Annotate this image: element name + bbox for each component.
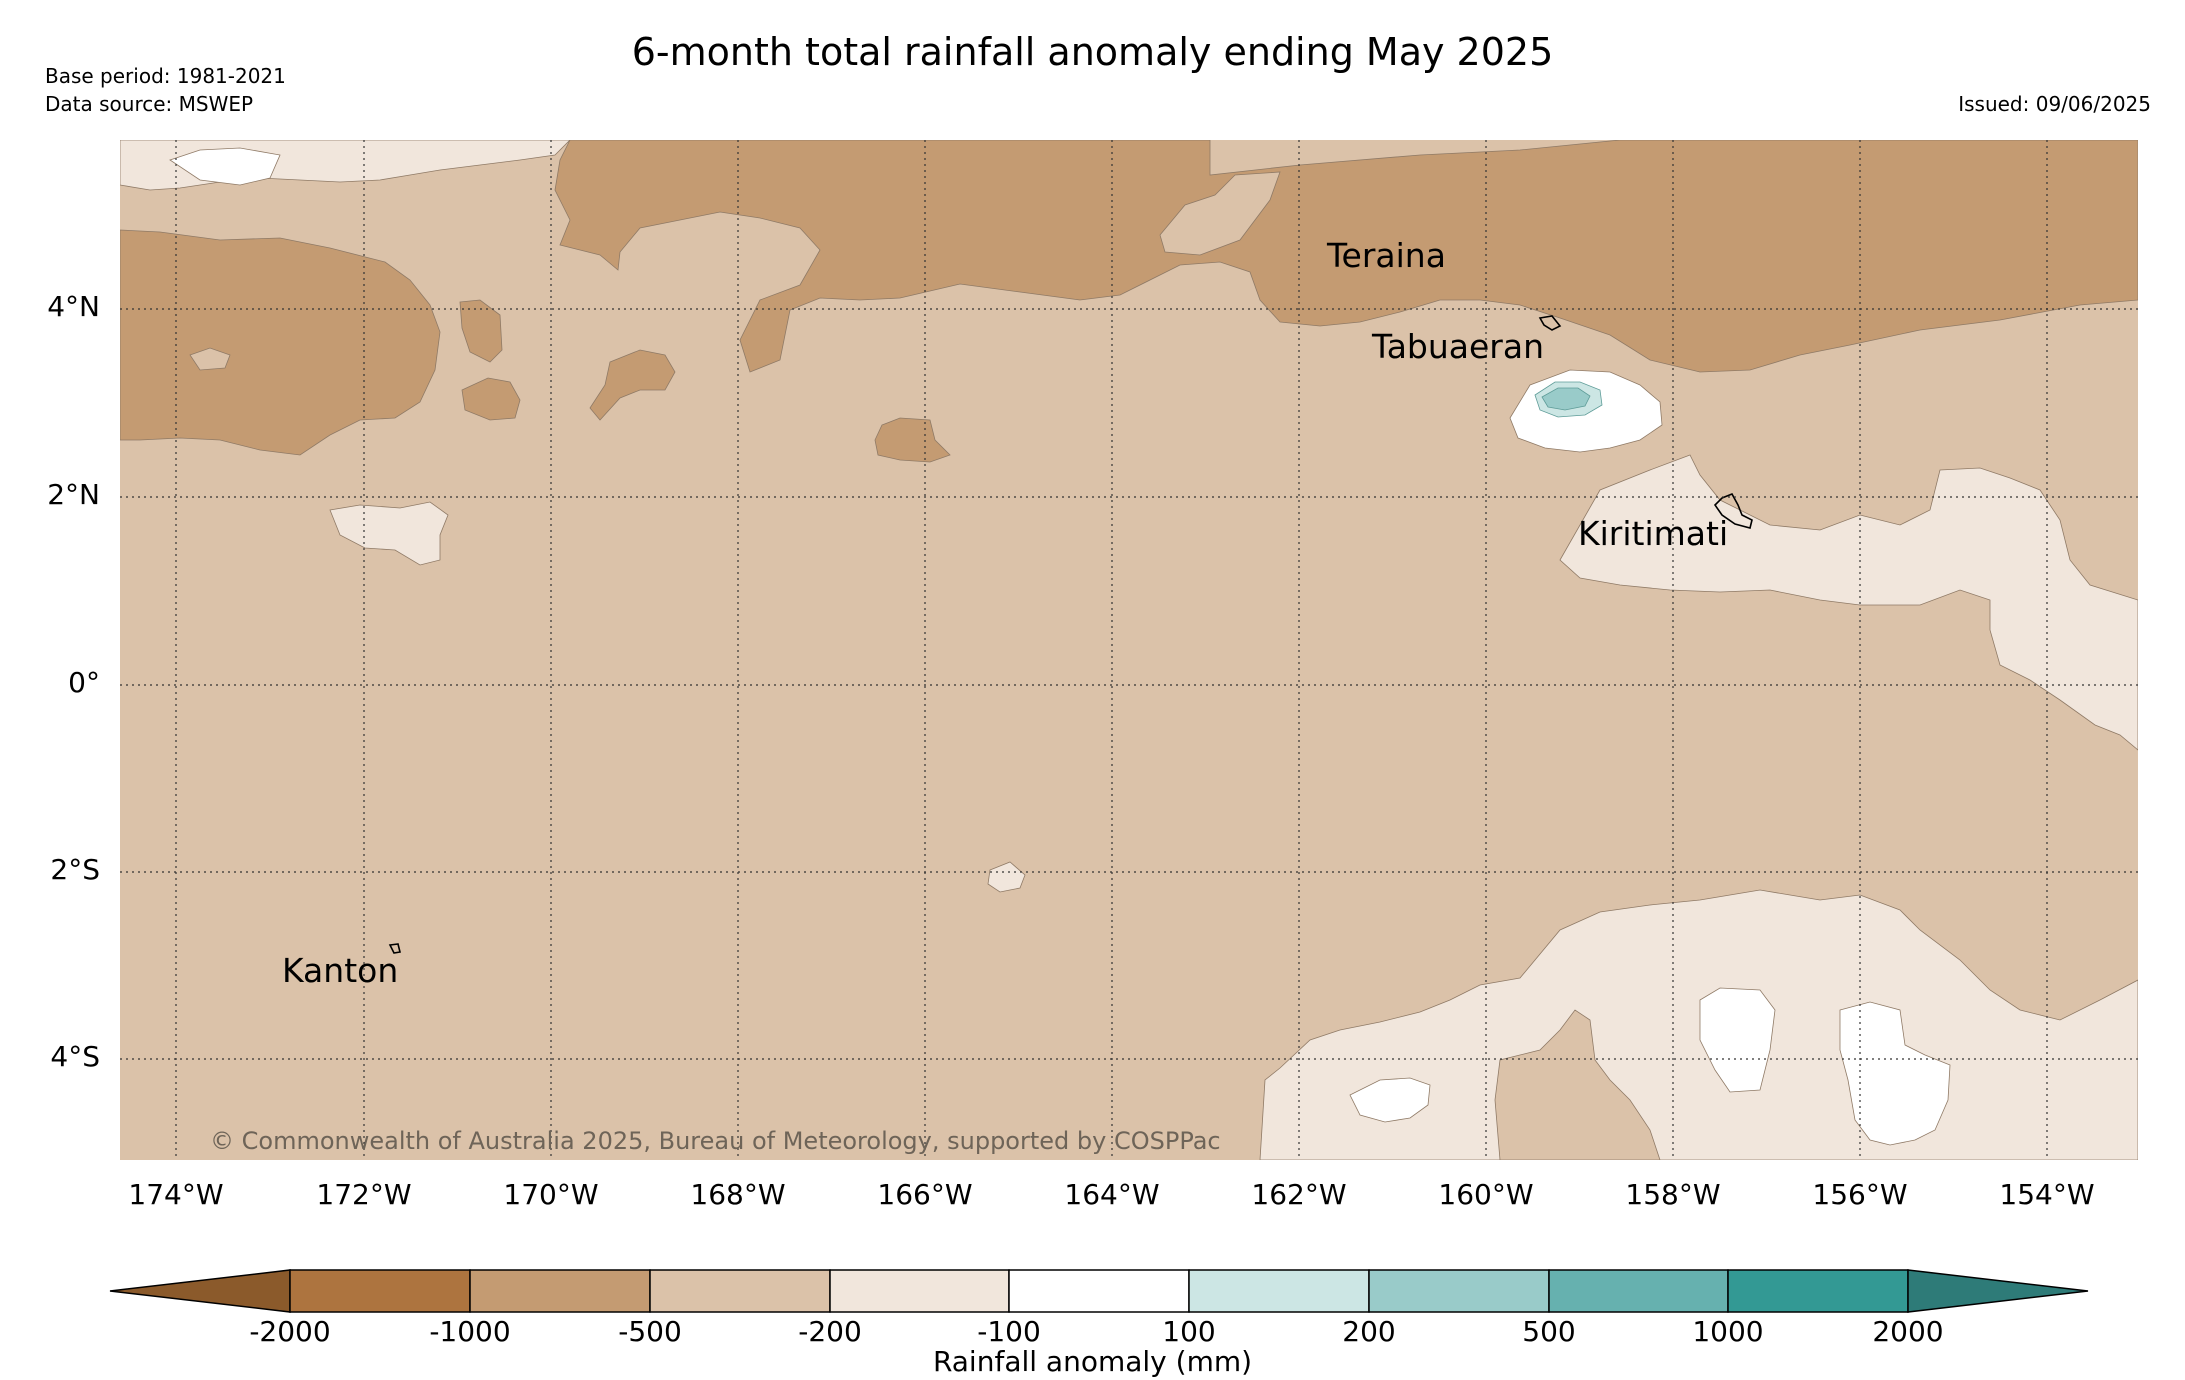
copyright-notice: © Commonwealth of Australia 2025, Bureau… bbox=[210, 1127, 1221, 1155]
dry-patch-166w bbox=[874, 417, 951, 463]
data-source-label: Data source: MSWEP bbox=[45, 92, 254, 116]
lon-label-166w: 166°W bbox=[877, 1178, 973, 1211]
dry-patch-170w bbox=[459, 299, 503, 363]
lon-label-154w: 154°W bbox=[1999, 1178, 2095, 1211]
lat-label-4s: 4°S bbox=[50, 1040, 100, 1073]
moist-patch-171w bbox=[329, 501, 449, 566]
colorbar-over-triangle bbox=[1907, 1269, 2089, 1313]
moist-patch-west bbox=[189, 347, 231, 371]
island-kiritimati-outline bbox=[1713, 492, 1753, 529]
lon-label-164w: 164°W bbox=[1064, 1178, 1160, 1211]
dry-region-north bbox=[554, 140, 2138, 373]
lon-label-174w: 174°W bbox=[128, 1178, 224, 1211]
colorbar-tick-label: 100 bbox=[1162, 1315, 1216, 1348]
colorbar-tick-label: 200 bbox=[1342, 1315, 1396, 1348]
normal-patch-156w bbox=[1699, 987, 1776, 1093]
place-label-kanton: Kanton bbox=[282, 951, 399, 990]
issued-date: Issued: 09/06/2025 bbox=[1958, 92, 2151, 116]
lon-label-160w: 160°W bbox=[1438, 1178, 1534, 1211]
lat-label-4n: 4°N bbox=[47, 290, 100, 323]
lon-label-156w: 156°W bbox=[1812, 1178, 1908, 1211]
lat-label-0: 0° bbox=[68, 666, 100, 699]
island-tabuaeran-outline bbox=[1538, 315, 1562, 331]
dry-patch-168w bbox=[589, 349, 676, 421]
colorbar-tick-label: 2000 bbox=[1872, 1315, 1944, 1348]
base-period-label: Base period: 1981-2021 bbox=[45, 64, 286, 88]
lat-label-2s: 2°S bbox=[50, 853, 100, 886]
colorbar-title: Rainfall anomaly (mm) bbox=[932, 1345, 1253, 1378]
colorbar-tick-label: -500 bbox=[618, 1315, 682, 1348]
map-title: 6-month total rainfall anomaly ending Ma… bbox=[631, 30, 1554, 74]
normal-patch-162w bbox=[1349, 1077, 1431, 1123]
colorbar-tick-label: -100 bbox=[977, 1315, 1041, 1348]
moist-patch-163w bbox=[1159, 171, 1281, 256]
colorbar-under-triangle bbox=[109, 1269, 291, 1313]
island-kanton-outline bbox=[388, 943, 401, 954]
dry-patch-170w-south bbox=[461, 377, 521, 421]
colorbar-tick-label: -2000 bbox=[249, 1315, 331, 1348]
wet-anomaly-200-500 bbox=[1541, 387, 1591, 411]
colorbar-tick-label: 1000 bbox=[1692, 1315, 1764, 1348]
lon-label-162w: 162°W bbox=[1251, 1178, 1347, 1211]
place-label-tabuaeran: Tabuaeran bbox=[1372, 327, 1545, 366]
lon-label-172w: 172°W bbox=[316, 1178, 412, 1211]
dry-intrusion-south bbox=[1494, 1009, 1661, 1160]
lon-label-170w: 170°W bbox=[503, 1178, 599, 1211]
lat-label-2n: 2°N bbox=[47, 478, 100, 511]
moist-patch-165w bbox=[987, 861, 1026, 893]
graticule bbox=[120, 140, 2138, 1160]
place-label-teraina: Teraina bbox=[1327, 236, 1446, 275]
lon-label-158w: 158°W bbox=[1625, 1178, 1721, 1211]
normal-patch-155w bbox=[1839, 1001, 1951, 1146]
lon-label-168w: 168°W bbox=[690, 1178, 786, 1211]
place-label-kiritimati: Kiritimati bbox=[1578, 514, 1729, 553]
colorbar-tick-label: -1000 bbox=[429, 1315, 511, 1348]
colorbar-tick-label: -200 bbox=[798, 1315, 862, 1348]
normal-patch-north-edge bbox=[169, 147, 281, 186]
dry-region-west bbox=[120, 229, 441, 456]
colorbar bbox=[109, 1269, 2089, 1313]
colorbar-tick-label: 500 bbox=[1522, 1315, 1576, 1348]
moist-band-east bbox=[1559, 454, 2138, 751]
